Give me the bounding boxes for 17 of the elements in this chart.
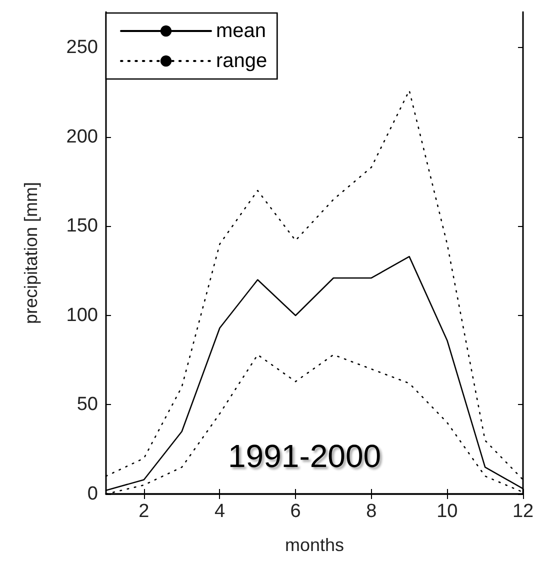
- legend-label: mean: [216, 20, 266, 42]
- x-tick-label: 6: [290, 501, 301, 522]
- y-tick-label: 250: [66, 37, 98, 58]
- legend-label: range: [216, 50, 268, 72]
- x-tick-label: 8: [366, 501, 377, 522]
- y-tick-label: 100: [66, 304, 98, 326]
- y-tick-label: 50: [76, 394, 98, 416]
- x-axis-title: months: [284, 535, 344, 555]
- y-tick-label: 0: [87, 484, 98, 504]
- x-tick-label: 10: [436, 501, 458, 522]
- x-tick-label: 2: [138, 501, 150, 522]
- y-axis-title: precipitation [mm]: [21, 182, 41, 324]
- x-tick-label: 12: [512, 501, 534, 522]
- annotation: 1991-2000: [228, 438, 382, 474]
- y-tick-label: 200: [66, 126, 98, 148]
- y-tick-label: 150: [66, 216, 98, 237]
- x-tick-label: 4: [214, 501, 226, 522]
